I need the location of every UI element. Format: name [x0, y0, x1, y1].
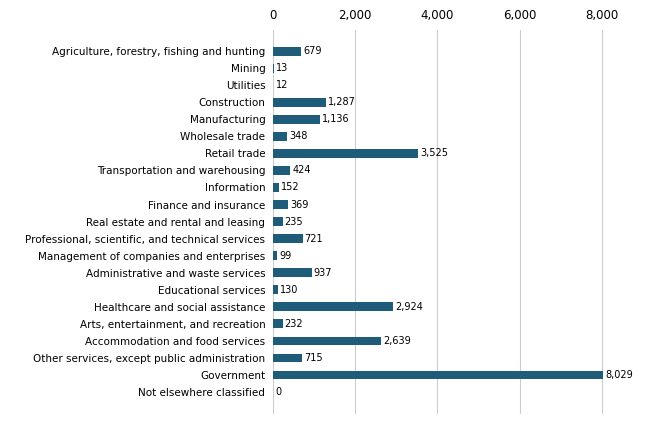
- Text: 130: 130: [280, 285, 299, 295]
- Text: 232: 232: [285, 319, 303, 329]
- Text: 3,525: 3,525: [420, 149, 448, 158]
- Text: 0: 0: [275, 387, 281, 397]
- Bar: [273, 268, 311, 277]
- Text: 2,924: 2,924: [395, 302, 423, 312]
- Text: 13: 13: [276, 63, 288, 73]
- Text: 8,029: 8,029: [605, 370, 632, 380]
- Text: 715: 715: [304, 353, 323, 363]
- Text: 152: 152: [281, 182, 300, 192]
- Text: 12: 12: [276, 80, 288, 90]
- Bar: [273, 115, 320, 124]
- Bar: [273, 319, 283, 328]
- Text: 424: 424: [292, 165, 311, 176]
- Text: 2,639: 2,639: [384, 336, 411, 346]
- Bar: [273, 132, 287, 141]
- Bar: [273, 371, 603, 379]
- Text: 99: 99: [279, 251, 291, 261]
- Text: 937: 937: [313, 268, 332, 278]
- Text: 369: 369: [290, 200, 309, 209]
- Bar: [273, 336, 382, 345]
- Bar: [273, 217, 283, 226]
- Bar: [273, 200, 288, 209]
- Bar: [273, 285, 278, 294]
- Bar: [273, 252, 277, 260]
- Bar: [273, 149, 418, 158]
- Text: 235: 235: [285, 216, 304, 227]
- Text: 348: 348: [289, 131, 307, 141]
- Text: 721: 721: [305, 234, 323, 243]
- Text: 679: 679: [303, 46, 322, 56]
- Bar: [273, 303, 393, 311]
- Text: 1,136: 1,136: [322, 114, 349, 124]
- Bar: [273, 166, 291, 175]
- Bar: [273, 47, 301, 56]
- Bar: [273, 354, 302, 362]
- Text: 1,287: 1,287: [328, 97, 356, 107]
- Bar: [273, 234, 303, 243]
- Bar: [273, 183, 280, 192]
- Bar: [273, 98, 326, 107]
